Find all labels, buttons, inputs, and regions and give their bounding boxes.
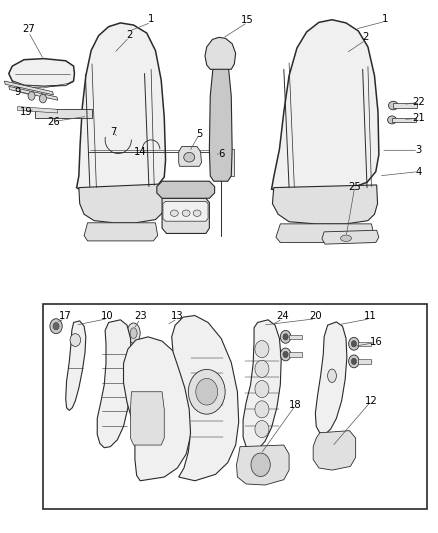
Ellipse shape (193, 210, 201, 216)
Polygon shape (84, 223, 158, 241)
Circle shape (53, 322, 59, 330)
Polygon shape (131, 392, 164, 445)
Circle shape (280, 348, 291, 361)
Text: 13: 13 (171, 311, 184, 321)
Ellipse shape (184, 152, 194, 162)
Text: 12: 12 (365, 396, 378, 406)
Text: 11: 11 (364, 311, 377, 321)
Bar (392, 118, 416, 122)
Text: 7: 7 (110, 127, 116, 137)
Text: 9: 9 (14, 87, 21, 96)
Circle shape (280, 330, 291, 343)
Text: 18: 18 (290, 400, 302, 410)
Polygon shape (79, 184, 166, 223)
Polygon shape (9, 59, 74, 86)
Circle shape (188, 369, 225, 414)
Polygon shape (4, 81, 53, 95)
Polygon shape (163, 201, 208, 221)
Bar (289, 352, 302, 357)
Polygon shape (205, 37, 236, 69)
Polygon shape (237, 445, 289, 485)
Circle shape (255, 401, 269, 418)
Polygon shape (97, 320, 131, 448)
Polygon shape (209, 58, 232, 181)
Ellipse shape (389, 101, 398, 110)
Bar (35, 109, 92, 118)
Text: 6: 6 (218, 149, 224, 158)
Polygon shape (276, 224, 374, 243)
Circle shape (351, 341, 357, 347)
Ellipse shape (170, 210, 178, 216)
Polygon shape (66, 321, 86, 410)
Circle shape (255, 421, 269, 438)
Polygon shape (77, 23, 166, 192)
Polygon shape (272, 185, 378, 224)
Polygon shape (313, 431, 356, 470)
Text: 16: 16 (370, 337, 383, 347)
Polygon shape (12, 81, 74, 88)
Bar (393, 103, 417, 108)
Circle shape (255, 360, 269, 377)
Ellipse shape (182, 210, 190, 216)
Circle shape (255, 381, 269, 398)
Circle shape (50, 319, 62, 334)
Text: 2: 2 (363, 33, 369, 42)
Polygon shape (315, 322, 347, 434)
Ellipse shape (388, 116, 396, 124)
Text: 2: 2 (126, 30, 132, 39)
Text: 22: 22 (412, 98, 425, 107)
Bar (358, 359, 371, 364)
Ellipse shape (130, 328, 137, 338)
Ellipse shape (328, 369, 336, 383)
Polygon shape (219, 149, 234, 176)
Text: 5: 5 (196, 130, 202, 139)
Text: 1: 1 (382, 14, 389, 23)
Circle shape (28, 92, 35, 100)
Polygon shape (157, 181, 215, 198)
Polygon shape (243, 320, 281, 450)
Polygon shape (322, 230, 379, 244)
Bar (43, 304, 427, 509)
Polygon shape (124, 337, 192, 481)
Bar (358, 342, 371, 346)
Text: 14: 14 (134, 147, 146, 157)
Polygon shape (9, 86, 58, 100)
Text: 19: 19 (20, 107, 33, 117)
Bar (289, 335, 302, 339)
Text: 26: 26 (47, 117, 60, 126)
Polygon shape (162, 198, 209, 233)
Text: 23: 23 (134, 311, 146, 321)
Text: 15: 15 (241, 15, 254, 25)
Text: 27: 27 (22, 25, 35, 34)
Circle shape (251, 453, 270, 477)
Circle shape (349, 337, 359, 350)
Text: 10: 10 (101, 311, 113, 321)
Circle shape (39, 94, 46, 103)
Polygon shape (18, 107, 58, 113)
Polygon shape (272, 20, 379, 192)
Circle shape (283, 351, 288, 358)
Circle shape (70, 334, 81, 346)
Ellipse shape (341, 235, 352, 241)
Polygon shape (172, 316, 239, 481)
Text: 21: 21 (412, 114, 425, 123)
Circle shape (196, 378, 218, 405)
Circle shape (255, 341, 269, 358)
Text: 1: 1 (148, 14, 154, 23)
Polygon shape (179, 147, 201, 166)
Ellipse shape (127, 323, 140, 343)
Circle shape (349, 355, 359, 368)
Text: 24: 24 (276, 311, 289, 321)
Text: 17: 17 (58, 311, 71, 321)
Text: 20: 20 (309, 311, 321, 321)
Circle shape (351, 358, 357, 365)
Circle shape (283, 334, 288, 340)
Text: 4: 4 (415, 167, 421, 176)
Text: 25: 25 (348, 182, 361, 191)
Text: 3: 3 (415, 146, 421, 155)
